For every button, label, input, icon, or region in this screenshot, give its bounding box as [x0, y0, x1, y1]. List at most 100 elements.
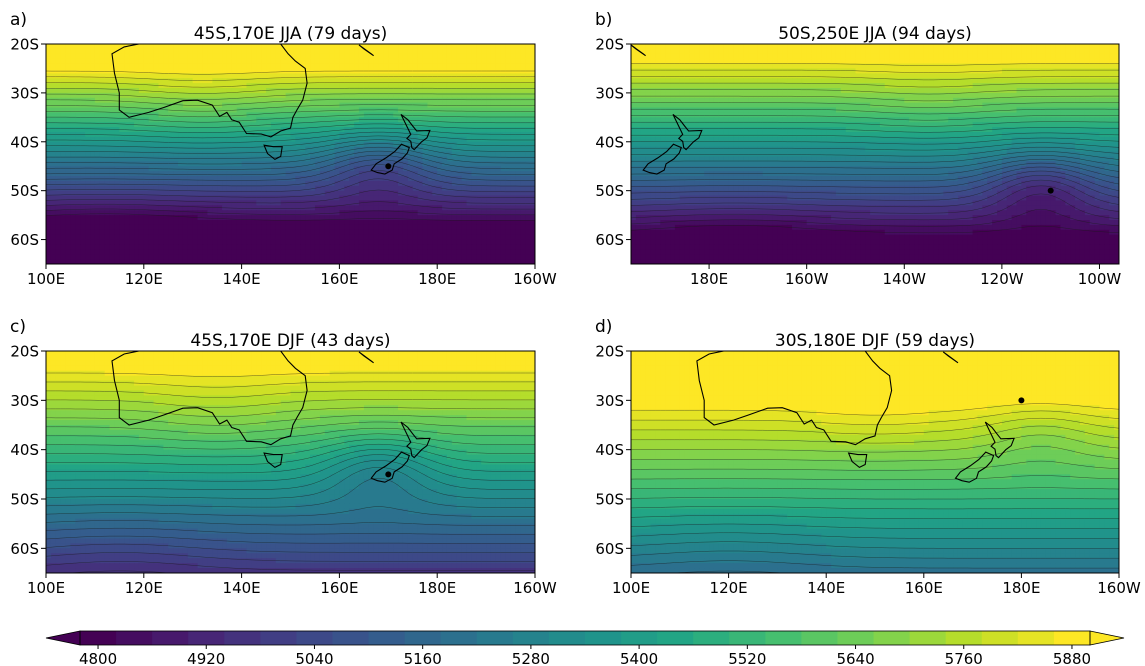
colorbar-bin [945, 631, 983, 645]
colorbar-bin [548, 631, 586, 645]
panels: 20S 30S 40S 50S 60S 100E 120E 140E 160E 180E 160W 4… [10, 10, 1141, 597]
colorbar-tick-label: 4920 [187, 650, 225, 666]
colorbar-tick-label: 5400 [620, 650, 658, 666]
y-tick-label: 50S [10, 491, 39, 509]
colorbar-tick-label: 4800 [79, 650, 117, 666]
x-tick-label: 140E [807, 579, 845, 597]
panel-title: 45S,170E DJF (43 days) [190, 331, 390, 351]
y-tick-label: 30S [10, 84, 39, 102]
y-tick-label: 50S [10, 182, 39, 200]
x-tick-label: 140E [223, 579, 261, 597]
y-tick-label: 20S [10, 36, 39, 54]
contour-lines [631, 63, 1119, 234]
colorbar-bin [296, 631, 333, 645]
colorbar-bin [837, 631, 875, 645]
colorbar-bin [1053, 631, 1091, 645]
panel-title: 30S,180E DJF (59 days) [775, 331, 975, 351]
colorbar-bin [224, 631, 261, 645]
y-tick-label: 60S [595, 231, 624, 249]
colorbar-tick-label: 5160 [404, 650, 442, 666]
x-tick-label: 100E [612, 579, 650, 597]
x-tick-label: 180E [418, 579, 456, 597]
y-tick-label: 40S [595, 133, 624, 151]
panel-2: 20S 30S 40S 50S 60S 180E 160W 140W 120W 100W 50S,2… [595, 10, 1122, 288]
colorbar-bin [765, 631, 802, 645]
colorbar-tick-label: 5040 [295, 650, 333, 666]
colorbar-bin [476, 631, 514, 645]
panel-4: 20S 30S 40S 50S 60S 100E 120E 140E 160E 180E 160W 3… [595, 317, 1141, 597]
panel-letter: c) [10, 317, 26, 337]
selected-point-marker [385, 471, 392, 478]
plot-frame [630, 350, 1120, 574]
height-field [46, 351, 535, 573]
x-tick-label: 100W [1078, 270, 1122, 288]
colorbar-tick-label: 5520 [728, 650, 766, 666]
panel-1: 20S 30S 40S 50S 60S 100E 120E 140E 160E 180E 160W 4… [10, 10, 557, 288]
plot-frame [630, 43, 1120, 265]
contour-lines [46, 70, 535, 221]
coastlines [111, 351, 431, 483]
height-field [631, 351, 1119, 573]
x-tick-label: 100E [27, 270, 65, 288]
y-tick-label: 30S [10, 392, 39, 410]
colorbar-tick-label: 5280 [512, 650, 550, 666]
plot-frame [45, 43, 536, 265]
colorbar-bin [585, 631, 622, 645]
y-tick-label: 20S [595, 36, 624, 54]
panel-title: 45S,170E JJA (79 days) [194, 24, 388, 44]
selected-point-marker [1018, 397, 1025, 404]
plot-frame [45, 350, 536, 574]
x-tick-label: 120W [980, 270, 1024, 288]
y-tick-label: 20S [10, 343, 39, 361]
y-tick-label: 60S [10, 540, 39, 558]
colorbar-bin [909, 631, 947, 645]
x-tick-label: 140E [223, 270, 261, 288]
x-tick-label: 160E [905, 579, 943, 597]
y-tick-label: 30S [595, 392, 624, 410]
colorbar-bin [440, 631, 478, 645]
colorbar-bin [1017, 631, 1055, 645]
x-tick-label: 100E [27, 579, 65, 597]
x-tick-label: 160E [320, 270, 358, 288]
x-tick-label: 160W [513, 270, 557, 288]
x-tick-label: 160W [1097, 579, 1141, 597]
colorbar-bin [981, 631, 1019, 645]
colorbar-tick-label: 5760 [945, 650, 983, 666]
x-tick-label: 120E [710, 579, 748, 597]
colorbar-bin [873, 631, 911, 645]
x-tick-label: 120E [125, 579, 163, 597]
y-tick-label: 40S [10, 133, 39, 151]
panel-letter: a) [10, 10, 27, 30]
colorbar-extend-min [45, 630, 81, 646]
x-tick-label: 180E [1002, 579, 1040, 597]
x-tick-label: 160E [320, 579, 358, 597]
colorbar-bin [693, 631, 730, 645]
colorbar-bin [152, 631, 189, 645]
colorbar-bin [621, 631, 658, 645]
y-tick-label: 60S [595, 540, 624, 558]
x-tick-label: 180E [690, 270, 728, 288]
colorbar-bin [116, 631, 153, 645]
y-tick-label: 60S [10, 231, 39, 249]
colorbar-bin [188, 631, 225, 645]
height-field [46, 44, 535, 264]
panel-letter: b) [595, 10, 612, 30]
x-tick-label: 120E [125, 270, 163, 288]
colorbar-bin [80, 631, 117, 645]
x-tick-label: 140W [883, 270, 927, 288]
colorbar-bin [404, 631, 442, 645]
y-tick-label: 40S [10, 441, 39, 459]
colorbar-bin [729, 631, 766, 645]
x-tick-label: 160W [785, 270, 829, 288]
colorbar-bin [368, 631, 406, 645]
height-field [631, 44, 1119, 264]
coastlines [696, 351, 1015, 483]
colorbar-bin [260, 631, 297, 645]
y-tick-label: 50S [595, 182, 624, 200]
panel-letter: d) [595, 317, 612, 337]
y-tick-label: 50S [595, 491, 624, 509]
selected-point-marker [385, 163, 392, 170]
selected-point-marker [1047, 187, 1054, 194]
colorbar-tick-label: 5640 [836, 650, 874, 666]
